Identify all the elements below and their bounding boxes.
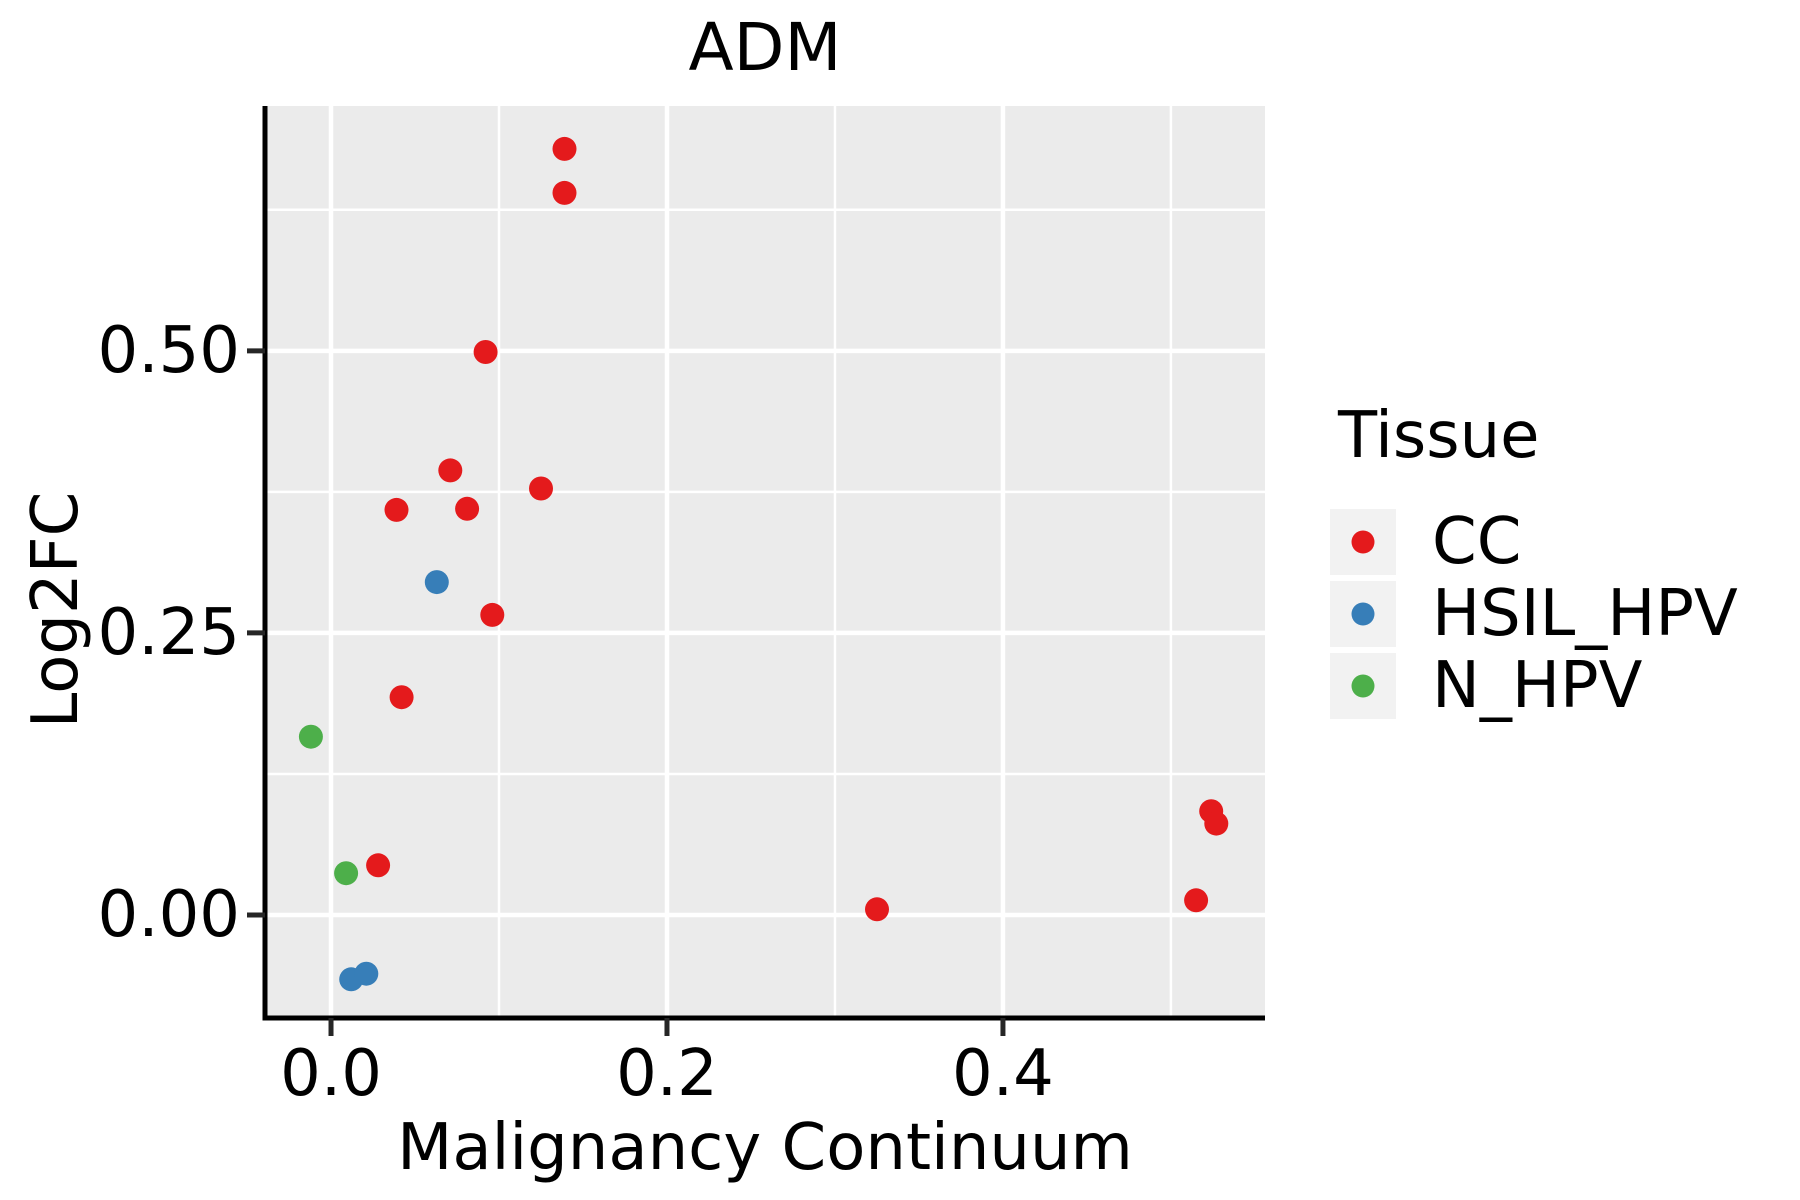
legend-item-CC: CC bbox=[1330, 506, 1738, 578]
y-tick-label: 0.25 bbox=[97, 595, 241, 670]
data-point-CC bbox=[1184, 888, 1209, 913]
data-point-CC bbox=[438, 458, 463, 483]
x-tick-label: 0.4 bbox=[952, 1037, 1054, 1111]
legend-key bbox=[1330, 581, 1396, 647]
data-point-CC bbox=[529, 476, 553, 501]
plot-panel bbox=[247, 106, 1265, 1036]
chart-title: ADM bbox=[688, 9, 842, 86]
data-point-HSIL_HPV bbox=[424, 570, 449, 595]
data-point-CC bbox=[384, 497, 409, 522]
data-point-CC bbox=[455, 496, 480, 521]
data-point-CC bbox=[552, 180, 577, 205]
legend: CC HSIL_HPV N_HPV bbox=[1330, 506, 1738, 722]
legend-dot-icon bbox=[1351, 674, 1375, 698]
data-point-CC bbox=[480, 602, 505, 627]
data-point-CC bbox=[473, 340, 498, 364]
data-point-N_HPV bbox=[334, 861, 359, 886]
legend-key bbox=[1330, 653, 1396, 719]
x-axis-title: Malignancy Continuum bbox=[397, 1111, 1133, 1185]
y-tick-label: 0.00 bbox=[97, 877, 241, 952]
legend-dot-icon bbox=[1351, 530, 1375, 554]
data-point-CC bbox=[389, 685, 414, 710]
scatter-plot bbox=[247, 106, 1265, 1036]
data-point-CC bbox=[865, 897, 889, 922]
y-tick-label: 0.50 bbox=[97, 313, 241, 388]
legend-title: Tissue bbox=[1338, 399, 1540, 473]
data-point-HSIL_HPV bbox=[354, 961, 379, 986]
data-point-CC bbox=[366, 853, 391, 878]
y-axis-title: Log2FC bbox=[19, 491, 93, 729]
legend-item-HSIL_HPV: HSIL_HPV bbox=[1330, 578, 1738, 650]
legend-item-label: HSIL_HPV bbox=[1432, 577, 1738, 651]
legend-item-N_HPV: N_HPV bbox=[1330, 650, 1738, 722]
data-point-CC bbox=[552, 136, 577, 161]
x-tick-label: 0.0 bbox=[280, 1037, 382, 1111]
legend-item-label: CC bbox=[1432, 505, 1522, 579]
data-point-N_HPV bbox=[298, 724, 323, 749]
x-tick-label: 0.2 bbox=[616, 1037, 718, 1111]
legend-dot-icon bbox=[1351, 602, 1375, 626]
data-point-CC bbox=[1204, 811, 1229, 836]
legend-key bbox=[1330, 509, 1396, 575]
legend-item-label: N_HPV bbox=[1432, 649, 1643, 723]
